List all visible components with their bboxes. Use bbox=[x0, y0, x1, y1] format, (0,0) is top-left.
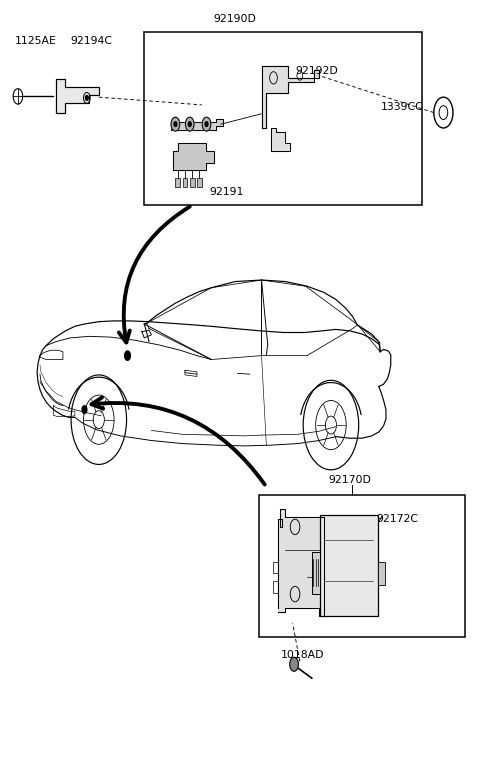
Bar bbox=[378, 562, 385, 585]
Circle shape bbox=[185, 117, 194, 131]
Bar bbox=[312, 552, 321, 594]
Circle shape bbox=[290, 657, 299, 671]
Circle shape bbox=[85, 96, 88, 100]
Circle shape bbox=[188, 122, 191, 127]
Polygon shape bbox=[56, 80, 99, 113]
Circle shape bbox=[174, 122, 177, 127]
Circle shape bbox=[82, 406, 87, 414]
Polygon shape bbox=[173, 144, 214, 171]
Bar bbox=[175, 178, 180, 187]
Polygon shape bbox=[170, 119, 223, 130]
Circle shape bbox=[202, 117, 211, 131]
Bar bbox=[182, 178, 187, 187]
Bar bbox=[259, 495, 465, 637]
Text: 1018AD: 1018AD bbox=[281, 650, 324, 660]
Text: 92190D: 92190D bbox=[214, 14, 256, 24]
Text: 92192D: 92192D bbox=[295, 66, 338, 76]
Text: 92191: 92191 bbox=[209, 187, 243, 197]
Polygon shape bbox=[271, 128, 290, 152]
Text: 92170D: 92170D bbox=[328, 475, 372, 485]
Circle shape bbox=[125, 351, 131, 360]
Text: 1339CC: 1339CC bbox=[381, 102, 424, 112]
Polygon shape bbox=[262, 66, 319, 128]
Bar bbox=[190, 178, 194, 187]
Bar bbox=[321, 516, 378, 615]
Text: 1125AE: 1125AE bbox=[15, 36, 57, 46]
Polygon shape bbox=[278, 509, 324, 615]
Circle shape bbox=[205, 122, 208, 127]
Text: 92172C: 92172C bbox=[376, 513, 419, 523]
Text: 92194C: 92194C bbox=[70, 36, 112, 46]
Bar bbox=[144, 32, 422, 205]
Circle shape bbox=[171, 117, 180, 131]
Bar bbox=[197, 178, 202, 187]
